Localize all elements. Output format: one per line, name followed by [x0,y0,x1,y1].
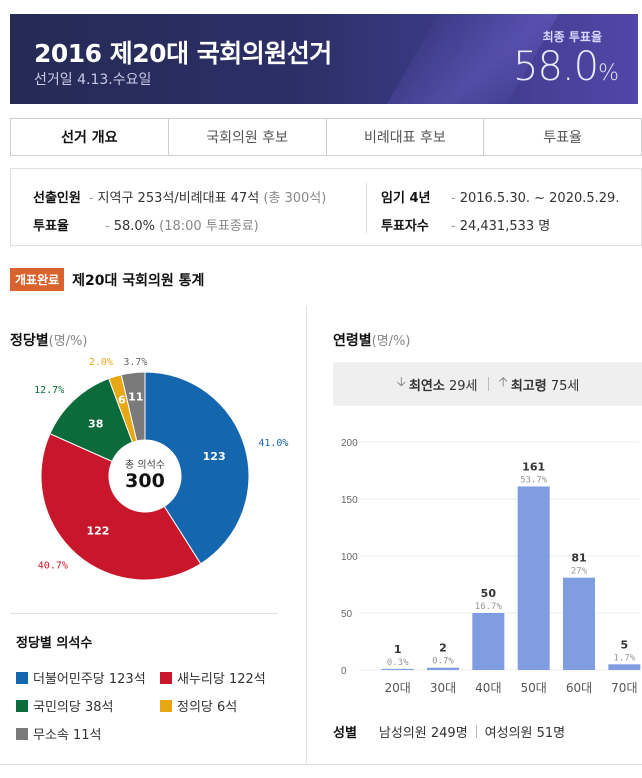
bar-value-label: 1 [394,643,402,656]
final-turnout-label: 최종 투표율 [542,30,602,44]
age-panel-title: 연령별(명/%) [333,333,411,349]
pie-center [109,440,181,512]
bar-30대 [427,667,459,670]
pie-slice-value-2: 38 [88,418,103,431]
legend-item-peoples: 국민의당 38석 [16,696,113,715]
y-tick-label: 50 [341,609,353,620]
turnout-row: 투표율 -58.0% (18:00 투표종료) [33,219,259,234]
tab-turnout[interactable]: 투표율 [484,119,641,155]
total-seats-value: 300 [125,470,165,492]
bar-50대 [517,486,550,670]
bar-value-label: 161 [522,460,545,473]
section-header: 개표완료 제20대 국회의원 통계 [10,268,204,291]
legend-title: 정당별 의석수 [16,636,93,651]
pie-slice-pct-0: 41.0% [258,438,288,449]
legend-divider [10,613,278,614]
legend-swatch [160,699,172,712]
counting-complete-badge: 개표완료 [10,268,65,291]
tab-overview[interactable]: 선거 개요 [11,119,169,155]
legend-item-justice: 정의당 6석 [160,696,237,715]
election-banner: 2016 제20대 국회의원선거 선거일 4.13.수요일 최종 투표율 58.… [10,14,638,104]
pie-slice-value-1: 122 [86,525,109,538]
legend-item-minjoo: 더불어민주당 123석 [16,668,146,687]
legend-swatch [16,727,28,740]
party-pie-chart: 123 41.0% 122 40.7% 38 12.7% 6 2.0% 11 3.7% 총 의석수… [0,346,305,586]
pie-slice-pct-1: 40.7% [38,560,68,571]
bottom-divider [0,764,642,765]
pie-slice-value-3: 6 [118,393,126,406]
bar-pct-label: 0.3% [387,658,409,668]
x-tick-label: 30대 [430,681,456,695]
party-panel-title: 정당별(명/%) [10,333,88,349]
gender-row: 성별 남성의원 249명 여성의원 51명 [333,725,566,741]
pie-slice-pct-2: 12.7% [34,385,64,396]
y-tick-label: 200 [341,438,358,449]
age-panel: 연령별(명/%) 🡣 최연소 29세 🡡 최고령 75세 0 50 100 150 20… [306,306,642,764]
tab-proportional-candidates[interactable]: 비례대표 후보 [326,119,485,155]
x-tick-label: 50대 [521,681,547,695]
final-turnout-value: 58.0% [513,44,619,90]
bar-pct-label: 53.7% [520,475,548,485]
legend-item-saenuri: 새누리당 122석 [160,668,266,687]
pie-slice-value-4: 11 [128,391,143,404]
bar-value-label: 81 [571,552,586,565]
age-bar-chart: 0 50 100 150 200 1 0.3% 20대 2 0.7% 30대 50 16.7% 40대 16… [341,438,641,695]
legend-swatch [16,671,28,684]
section-title: 제20대 국회의원 통계 [72,272,205,289]
overview-divider [366,183,367,233]
arrow-up-icon: 🡡 [498,375,508,390]
election-overview: 선출인원 - 지역구 253석/비례대표 47석 (총 300석) 투표율 -58.0… [10,168,642,246]
x-tick-label: 70대 [611,681,637,695]
x-tick-label: 20대 [385,681,411,695]
legend-item-independent: 무소속 11석 [16,724,102,743]
arrow-down-icon: 🡣 [396,375,406,390]
bar-70대 [608,664,641,670]
legend-swatch [160,671,172,684]
x-tick-label: 40대 [475,681,501,695]
voters-row: 투표자수 -24,431,533 명 [381,219,551,234]
y-tick-label: 150 [341,495,358,506]
bar-40대 [472,613,505,670]
total-seats-caption: 총 의석수 [125,460,165,471]
bar-pct-label: 16.7% [475,602,503,612]
seats-row: 선출인원 - 지역구 253석/비례대표 47석 (총 300석) [33,191,327,206]
bar-20대 [381,668,414,670]
bar-pct-label: 0.7% [432,657,454,667]
party-panel: 정당별(명/%) 123 41.0% 122 40.7% 38 12.7% 6 2.0% 11 3… [0,306,305,764]
term-row: 임기 4년 -2016.5.30. ~ 2020.5.29. [381,191,620,206]
pie-slice-pct-3: 2.0% [89,357,113,368]
bar-value-label: 5 [621,638,629,651]
y-tick-label: 0 [341,666,347,677]
legend-swatch [16,699,28,712]
pie-slice-pct-4: 3.7% [123,357,147,368]
bar-value-label: 50 [481,587,497,600]
bar-pct-label: 1.7% [613,653,635,663]
bar-60대 [563,577,595,670]
pie-svg: 123 41.0% 122 40.7% 38 12.7% 6 2.0% 11 3.7% [34,357,288,581]
bar-value-label: 2 [439,642,447,655]
election-date: 선거일 4.13.수요일 [34,72,152,88]
bar-pct-label: 27% [571,567,588,577]
page-title: 2016 제20대 국회의원선거 [34,39,332,68]
pie-slice-value-0: 123 [203,450,226,463]
x-tick-label: 60대 [566,681,592,695]
tab-candidates[interactable]: 국회의원 후보 [168,119,327,155]
age-range-box: 🡣 최연소 29세 🡡 최고령 75세 [333,362,642,406]
tab-bar: 선거 개요 국회의원 후보 비례대표 후보 투표율 [10,118,642,156]
y-tick-label: 100 [341,552,358,563]
